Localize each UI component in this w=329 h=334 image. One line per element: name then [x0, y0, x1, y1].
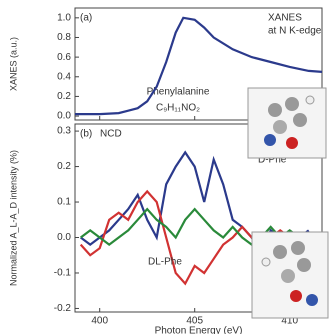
molecule-a — [248, 88, 326, 158]
molecule-b — [252, 232, 328, 318]
y-tick-label: 0.1 — [57, 197, 71, 208]
figure: 0.0 0.2 0.4 0.6 0.8 1.0 XANES (a.u.) (a) XANES at… — [0, 0, 329, 334]
y-tick-label: 1.0 — [57, 12, 71, 23]
y-tick-label: 0.2 — [57, 161, 71, 172]
series-label: DL-Phe — [148, 257, 182, 268]
annotation: at N K-edge — [268, 26, 322, 37]
y-tick-label: 0.3 — [57, 126, 71, 137]
annotation: C₉H₁₁NO₂ — [156, 103, 200, 114]
y-axis-label: XANES (a.u.) — [8, 37, 18, 91]
annotation: XANES — [268, 13, 302, 24]
y-tick-label: 0.2 — [57, 91, 71, 102]
y-tick-label: 0.0 — [57, 111, 71, 122]
y-tick-label: 0.0 — [57, 232, 71, 243]
y-tick-label: 0.8 — [57, 32, 71, 43]
y-axis-label: Normalized A_L-A_D intensity (%) — [8, 150, 18, 286]
y-tick-label: 0.6 — [57, 52, 71, 63]
panel-label: (b) — [80, 129, 92, 140]
y-tick-label: -0.1 — [54, 268, 72, 279]
x-tick-label: 400 — [91, 316, 108, 327]
y-tick-label: -0.2 — [54, 303, 72, 314]
x-axis-label: Photon Energy (eV) — [155, 326, 243, 334]
panel-label: (a) — [80, 13, 92, 24]
y-tick-label: 0.4 — [57, 71, 71, 82]
annotation: NCD — [100, 129, 122, 140]
